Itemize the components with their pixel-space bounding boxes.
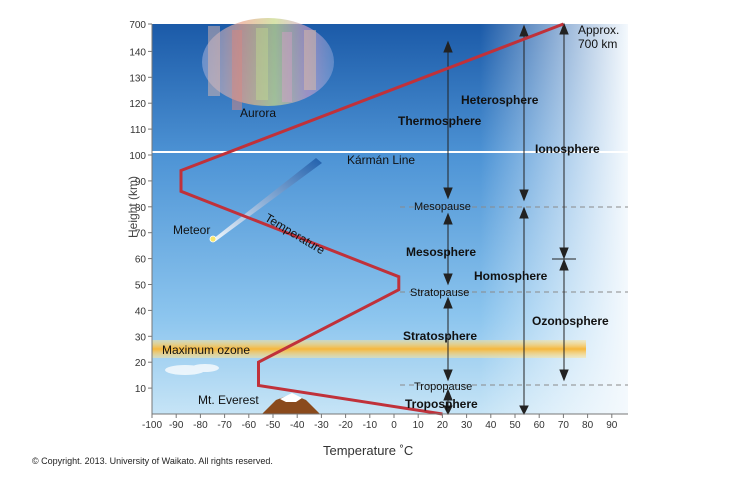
- aurora-label: Aurora: [240, 106, 276, 120]
- y-tick-label: 80: [135, 203, 147, 214]
- y-tick-label: 30: [135, 332, 147, 343]
- x-tick-label: -60: [242, 420, 257, 431]
- copyright-notice: © Copyright. 2013. University of Waikato…: [32, 456, 273, 466]
- everest-label: Mt. Everest: [198, 393, 259, 407]
- mountain-icon: [262, 393, 320, 414]
- x-tick-label: -100: [142, 420, 162, 431]
- y-tick-label: 130: [129, 73, 146, 84]
- y-tick-label: 90: [135, 177, 147, 188]
- x-tick-label: 90: [606, 420, 618, 431]
- x-tick-label: -10: [363, 420, 378, 431]
- altitude-range-arrows: [443, 22, 576, 416]
- y-tick-label: 50: [135, 281, 147, 292]
- x-tick-label: 20: [437, 420, 449, 431]
- x-tick-label: -80: [193, 420, 208, 431]
- y-tick-label: 60: [135, 255, 147, 266]
- x-tick-label: 30: [461, 420, 473, 431]
- y-tick-label: 700: [129, 20, 146, 31]
- y-tick-label: 40: [135, 306, 147, 317]
- troposphere-label: Troposphere: [405, 397, 478, 411]
- y-tick-label: 140: [129, 47, 146, 58]
- ionosphere-label: Ionosphere: [535, 142, 600, 156]
- y-tick-label: 120: [129, 99, 146, 110]
- thermosphere-label: Thermosphere: [398, 114, 482, 128]
- axis-frame: [151, 24, 628, 415]
- meteor-icon: [209, 158, 322, 243]
- temperature-profile-line: [179, 22, 564, 416]
- x-tick-label: -30: [314, 420, 329, 431]
- mesosphere-label: Mesosphere: [406, 245, 476, 259]
- meteor-label: Meteor: [173, 223, 210, 237]
- tropopause-label: Tropopause: [414, 381, 472, 393]
- x-axis-ticks: -100 -90 -80 -70 -60 -50 -40 -30 -20 -10 0 10 20 30 40…: [142, 414, 618, 431]
- x-tick-label: -50: [266, 420, 281, 431]
- y-tick-label: 10: [135, 384, 147, 395]
- x-tick-label: 80: [582, 420, 594, 431]
- y-tick-label: 20: [135, 358, 147, 369]
- stratopause-label: Stratopause: [410, 287, 469, 299]
- stratosphere-label: Stratosphere: [403, 329, 477, 343]
- x-tick-label: 70: [558, 420, 570, 431]
- x-tick-label: 40: [485, 420, 497, 431]
- karman-line-label: Kármán Line: [347, 153, 415, 167]
- x-tick-label: 50: [509, 420, 521, 431]
- approx-label-line2: 700 km: [578, 37, 617, 51]
- y-tick-label: 70: [135, 229, 147, 240]
- x-tick-label: -90: [169, 420, 184, 431]
- y-tick-label: 100: [129, 151, 146, 162]
- aurora-glow: [202, 18, 334, 110]
- x-tick-label: -70: [217, 420, 232, 431]
- y-tick-label: 110: [130, 125, 146, 136]
- x-tick-label: -40: [290, 420, 305, 431]
- x-axis-label: Temperature ˚C: [323, 443, 414, 458]
- cloud-icon: [165, 364, 219, 375]
- x-tick-label: 0: [391, 420, 397, 431]
- max-ozone-label: Maximum ozone: [162, 343, 250, 357]
- y-axis-label: Height (km): [126, 175, 140, 238]
- homosphere-label: Homosphere: [474, 269, 548, 283]
- x-tick-label: -20: [338, 420, 353, 431]
- mesopause-label: Mesopause: [414, 201, 471, 213]
- x-tick-label: 60: [534, 420, 546, 431]
- x-tick-label: 10: [413, 420, 425, 431]
- y-axis-ticks: 10 20 30 40 50 60 70 80 90 100 110 120 130 140 700: [129, 20, 152, 395]
- approx-label-line1: Approx.: [578, 23, 619, 37]
- ozone-band: [152, 340, 586, 358]
- ozonosphere-label: Ozonosphere: [532, 314, 609, 328]
- heterosphere-label: Heterosphere: [461, 93, 539, 107]
